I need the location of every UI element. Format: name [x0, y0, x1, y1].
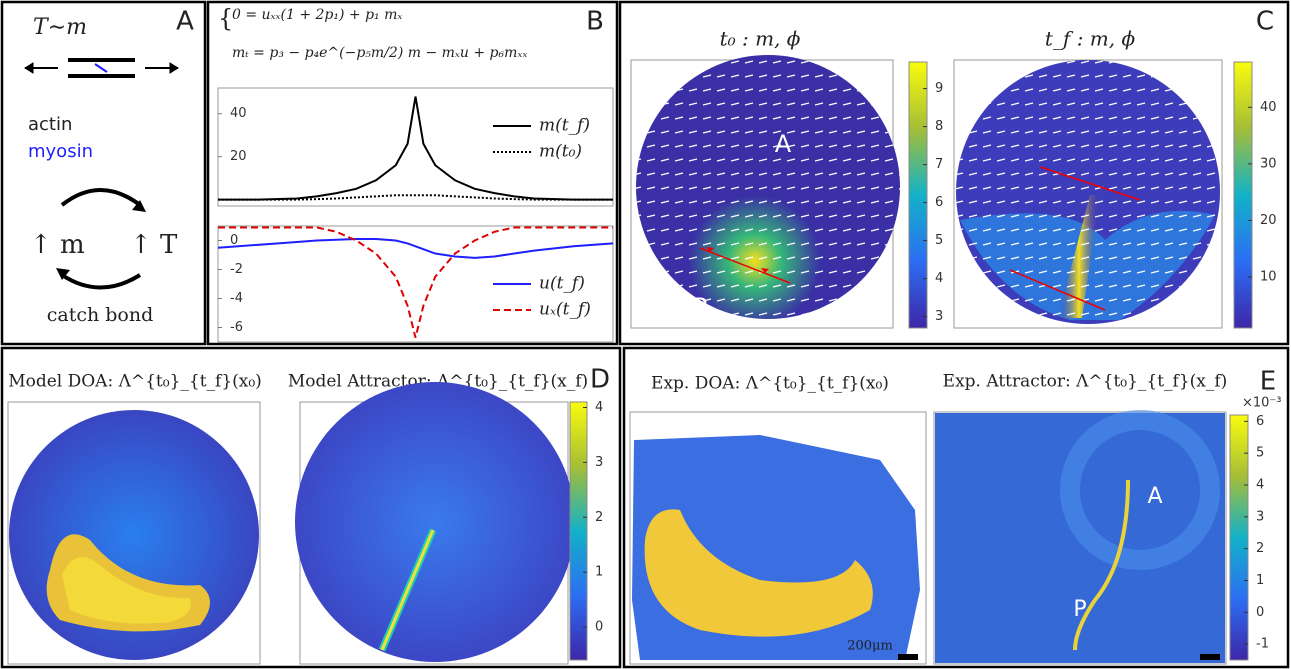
colorbar-tick-label: 1	[595, 565, 603, 580]
colorbar-tick-label: 5	[1256, 446, 1264, 461]
plot-title: Model Attractor: Λ^{t₀}_{t_f}(x_f)	[288, 372, 588, 392]
plot-title: Model DOA: Λ^{t₀}_{t_f}(x₀)	[8, 372, 262, 392]
heatmap	[295, 382, 575, 662]
equation: 0 = uₓₓ(1 + 2p₁) + p₁ mₓ	[232, 7, 402, 23]
colorbar	[1229, 414, 1249, 661]
y-tick-label: 40	[230, 106, 247, 121]
plot-title: t_f : m, ϕ	[1045, 27, 1136, 51]
panel-d-box	[0, 346, 622, 669]
legend-label: m(t_f)	[539, 116, 590, 136]
colorbar-tick-label: 2	[595, 510, 603, 525]
colorbar-tick-label: 4	[595, 400, 603, 415]
y-tick-label: -2	[230, 262, 243, 277]
colorbar-tick-label: 40	[1260, 100, 1277, 115]
panel-letter: C	[1256, 7, 1274, 37]
panel-c-box	[618, 0, 1290, 346]
actin-myosin-icon	[24, 58, 179, 78]
line-series	[218, 96, 613, 201]
colorbar-tick-label: -1	[1256, 637, 1269, 652]
heatmap	[636, 55, 900, 319]
cycle-arrows	[60, 188, 142, 290]
colorbar-tick-label: 30	[1260, 156, 1277, 171]
colorbar	[1233, 61, 1253, 329]
anterior-label: A	[1147, 484, 1162, 509]
catch-bond-label: catch bond	[47, 304, 154, 326]
panel-letter: D	[590, 365, 610, 395]
colorbar-tick-label: 4	[1256, 478, 1264, 493]
colorbar-tick-label: 5	[935, 233, 943, 248]
arrow-heads	[56, 200, 146, 280]
colorbar-tick-label: 7	[935, 157, 943, 172]
y-tick-label: -4	[230, 291, 243, 306]
panel-a-box	[0, 0, 207, 346]
heatmap	[9, 410, 259, 660]
tension-label: T∼m	[33, 15, 87, 40]
plot-frame	[7, 401, 261, 665]
colorbar-tick-label: 10	[1260, 270, 1277, 285]
scale-bar-label: 200μm	[847, 639, 893, 654]
colorbar-tick-label: 1	[1256, 573, 1264, 588]
plot-title: t₀ : m, ϕ	[720, 27, 801, 51]
colorbar-tick-label: 4	[935, 271, 943, 286]
colorbar-tick-label: 0	[1256, 605, 1264, 620]
line-series	[217, 238, 614, 259]
legend-label: uₓ(t_f)	[539, 300, 591, 320]
colorbar-tick-label: 6	[1256, 414, 1264, 429]
heatmap	[935, 410, 1225, 663]
actin-label: actin	[28, 114, 72, 135]
y-tick-label: 0	[230, 233, 238, 248]
colorbar-tick-label: 3	[595, 455, 603, 470]
posterior-label: P	[693, 293, 707, 321]
legend-label: m(t₀)	[539, 142, 582, 162]
plot-frame	[629, 411, 927, 665]
colorbar-tick-label: 3	[935, 309, 943, 324]
panel-letter: E	[1260, 367, 1276, 397]
colorbar-tick-label: 9	[935, 81, 943, 96]
colorbar-tick-label: 6	[935, 195, 943, 210]
plot-title: Exp. DOA: Λ^{t₀}_{t_f}(x₀)	[651, 374, 889, 394]
anterior-label: A	[775, 130, 792, 158]
equation: mₜ = p₃ − p₄e^(−p₅m/2) m − mₓu + p₆mₓₓ	[232, 45, 527, 61]
panel-e-box	[622, 346, 1290, 669]
up-t: ↑ T	[130, 230, 178, 260]
brace: {	[218, 5, 233, 33]
up-m: ↑ m	[30, 230, 85, 260]
panel-letter: A	[176, 7, 194, 37]
panel-letter: B	[586, 7, 604, 37]
heatmap	[956, 60, 1220, 324]
colorbar-tick-label: 8	[935, 119, 943, 134]
panel-b-box	[206, 0, 619, 346]
plot-frame	[217, 225, 614, 343]
heatmap	[632, 435, 920, 660]
colorbar	[569, 401, 588, 661]
plot-frame	[933, 411, 1227, 665]
colorbar	[908, 61, 928, 329]
line-series	[218, 194, 613, 201]
y-tick-label: 20	[230, 149, 247, 164]
posterior-label: P	[1073, 597, 1086, 622]
legend-label: u(t_f)	[539, 274, 585, 294]
myosin-label: myosin	[28, 141, 93, 162]
colorbar-tick-label: 20	[1260, 213, 1277, 228]
plot-frame	[217, 87, 614, 207]
plot-title: Exp. Attractor: Λ^{t₀}_{t_f}(x_f)	[943, 372, 1228, 392]
colorbar-exponent: ×10⁻³	[1242, 396, 1282, 411]
colorbar-tick-label: 2	[1256, 541, 1264, 556]
line-series	[218, 226, 613, 338]
colorbar-tick-label: 3	[1256, 509, 1264, 524]
colorbar-tick-label: 0	[595, 620, 603, 635]
y-tick-label: -6	[230, 320, 243, 335]
